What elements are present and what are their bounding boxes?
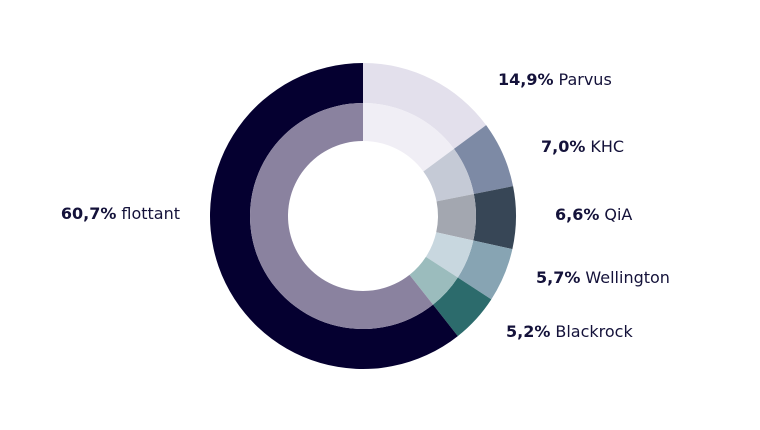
slice-label: 60,7% flottant [61, 204, 180, 223]
slice-label: 14,9% Parvus [498, 70, 612, 89]
value-label: 5,7% [536, 268, 580, 287]
slice-label: 5,2% Blackrock [506, 322, 633, 341]
slice-label: 7,0% KHC [541, 137, 624, 156]
inner-slice [363, 103, 454, 172]
category-label: Parvus [559, 70, 612, 89]
value-label: 60,7% [61, 204, 117, 223]
value-label: 7,0% [541, 137, 585, 156]
category-label: Blackrock [555, 322, 633, 341]
outer-slice [433, 277, 492, 337]
category-label: flottant [121, 204, 180, 223]
category-label: QiA [604, 205, 632, 224]
category-label: Wellington [585, 268, 670, 287]
inner-slice [409, 256, 458, 305]
category-label: KHC [590, 137, 624, 156]
value-label: 14,9% [498, 70, 554, 89]
value-label: 5,2% [506, 322, 550, 341]
outer-slice [473, 186, 516, 250]
inner-slice [436, 193, 477, 241]
inner-slice [425, 232, 474, 278]
inner-slice [249, 103, 434, 329]
outer-slice [363, 63, 487, 149]
value-label: 6,6% [555, 205, 599, 224]
slice-label: 6,6% QiA [555, 205, 632, 224]
outer-slice [457, 240, 513, 300]
inner-slice [423, 148, 474, 202]
outer-slice [210, 63, 458, 369]
outer-slice [453, 125, 514, 194]
slice-label: 5,7% Wellington [536, 268, 670, 287]
